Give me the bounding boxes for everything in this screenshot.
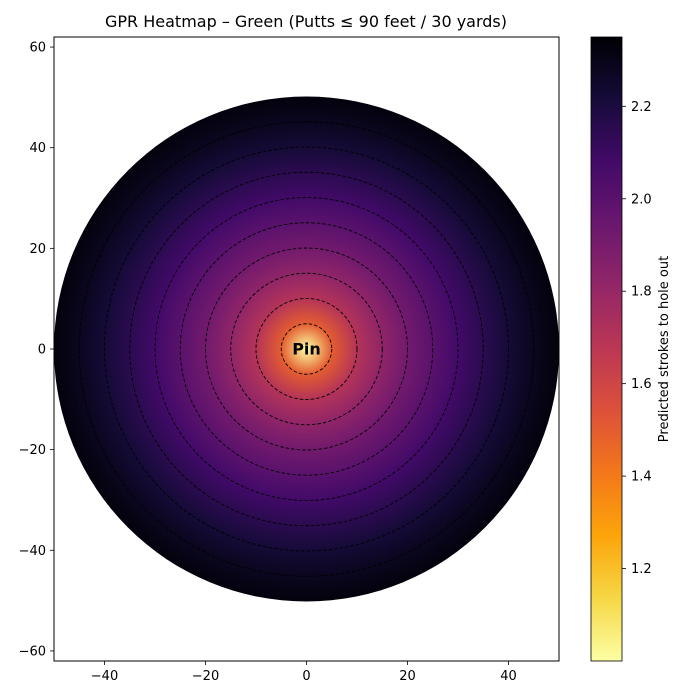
colorbar-tick-label: 1.6 [631, 377, 652, 392]
contour-ring [129, 171, 484, 527]
contour-ring [280, 323, 333, 375]
colorbar-tick-label: 2.2 [631, 100, 652, 115]
x-axis: −40 −20 0 20 40 [91, 661, 517, 684]
colorbar: 1.2 1.4 1.6 1.8 2.0 2.2 Predicted strokes to … [590, 36, 672, 662]
colorbar-tick-label: 1.4 [631, 470, 652, 485]
y-tick-label: 40 [29, 141, 46, 156]
green-heat-disc [54, 96, 559, 602]
x-tick-label: 0 [302, 669, 310, 684]
pin-annotation: Pin [292, 340, 321, 359]
y-tick-label: −60 [19, 644, 46, 659]
chart-title: GPR Heatmap – Green (Putts ≤ 90 feet / 3… [105, 12, 507, 31]
contour-ring [154, 197, 459, 501]
y-tick-label: 60 [29, 41, 46, 56]
y-tick-label: 20 [29, 242, 46, 257]
distance-contours [78, 121, 535, 577]
y-axis: −60 −40 −20 0 20 40 60 [19, 41, 54, 659]
contour-ring [104, 146, 509, 552]
contour-ring [78, 121, 535, 577]
plot-area [54, 96, 559, 602]
x-tick-label: −40 [91, 669, 118, 684]
y-tick-label: −40 [19, 544, 46, 559]
y-tick-label: −20 [19, 443, 46, 458]
colorbar-label: Predicted strokes to hole out [657, 256, 672, 442]
colorbar-tick-label: 2.0 [631, 192, 652, 207]
colorbar-scale [590, 36, 623, 662]
contour-ring [230, 272, 383, 426]
contour-ring [255, 298, 358, 400]
x-tick-label: 20 [399, 669, 416, 684]
colorbar-ticks: 1.2 1.4 1.6 1.8 2.0 2.2 [622, 100, 652, 577]
colorbar-tick-label: 1.2 [631, 562, 652, 577]
x-tick-label: −20 [192, 669, 219, 684]
colorbar-tick-label: 1.8 [631, 285, 652, 300]
contour-ring [179, 222, 434, 476]
contour-ring [205, 247, 408, 451]
x-tick-label: 40 [500, 669, 517, 684]
y-tick-label: 0 [38, 343, 46, 358]
